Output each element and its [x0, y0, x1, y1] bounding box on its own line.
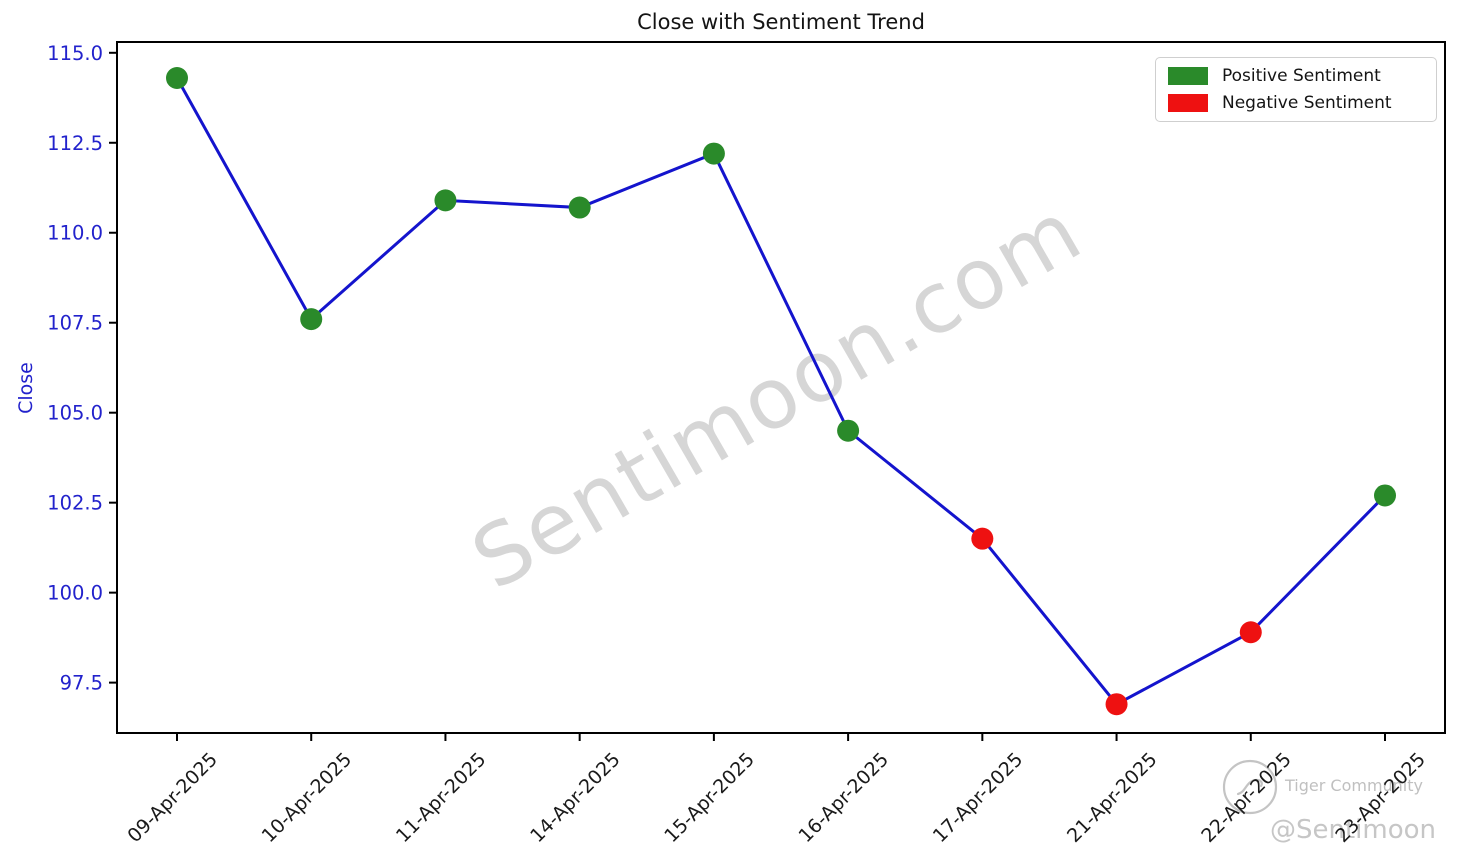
positive-sentiment-point: [434, 189, 457, 212]
x-tick-label: 14-Apr-2025: [526, 748, 625, 847]
x-tick-label: 11-Apr-2025: [392, 748, 491, 847]
x-tick-label: 23-Apr-2025: [1331, 748, 1430, 847]
negative-sentiment-point: [971, 527, 994, 550]
y-tick-label: 97.5: [60, 672, 103, 695]
x-tick-label: 10-Apr-2025: [258, 748, 357, 847]
positive-sentiment-point: [1374, 484, 1396, 507]
positive-sentiment-point: [568, 196, 591, 219]
legend-row: Positive Sentiment: [1168, 66, 1424, 86]
watermark-tiger-community-label: Tiger Community: [1285, 776, 1423, 795]
y-tick-label: 100.0: [47, 582, 103, 605]
positive-sentiment-point: [300, 308, 323, 331]
legend-label: Positive Sentiment: [1222, 66, 1381, 86]
positive-sentiment-point: [837, 419, 860, 442]
x-tick-label: 09-Apr-2025: [123, 748, 222, 847]
axes-spines: [116, 41, 1446, 734]
watermark-sentimoon-handle: @Sentimoon: [1270, 815, 1437, 845]
y-tick-label: 110.0: [47, 222, 103, 245]
x-tick-label: 16-Apr-2025: [795, 748, 894, 847]
x-tick-label: 21-Apr-2025: [1063, 748, 1162, 847]
y-tick-label: 102.5: [47, 492, 103, 515]
y-tick-label: 105.0: [47, 402, 103, 425]
negative-sentiment-point: [1239, 621, 1262, 644]
y-axis-label: Close: [15, 362, 37, 414]
legend-swatch-icon: [1168, 94, 1208, 112]
positive-sentiment-point: [166, 66, 188, 89]
close-price-line: [175, 77, 1387, 707]
y-tick-label: 112.5: [47, 132, 103, 155]
legend-row: Negative Sentiment: [1168, 93, 1424, 113]
y-tick-label: 115.0: [47, 42, 103, 65]
y-tick-label: 107.5: [47, 312, 103, 335]
legend-swatch-icon: [1168, 67, 1208, 85]
x-tick-label: 17-Apr-2025: [929, 748, 1028, 847]
x-tick-label: 15-Apr-2025: [660, 748, 759, 847]
legend-label: Negative Sentiment: [1222, 93, 1392, 113]
chart-title: Close with Sentiment Trend: [637, 10, 925, 34]
legend: Positive Sentiment Negative Sentiment: [1155, 57, 1437, 122]
x-tick-label: 22-Apr-2025: [1197, 748, 1296, 847]
positive-sentiment-point: [702, 142, 725, 165]
negative-sentiment-point: [1105, 693, 1128, 716]
tiger-community-logo-icon: [1222, 759, 1278, 815]
